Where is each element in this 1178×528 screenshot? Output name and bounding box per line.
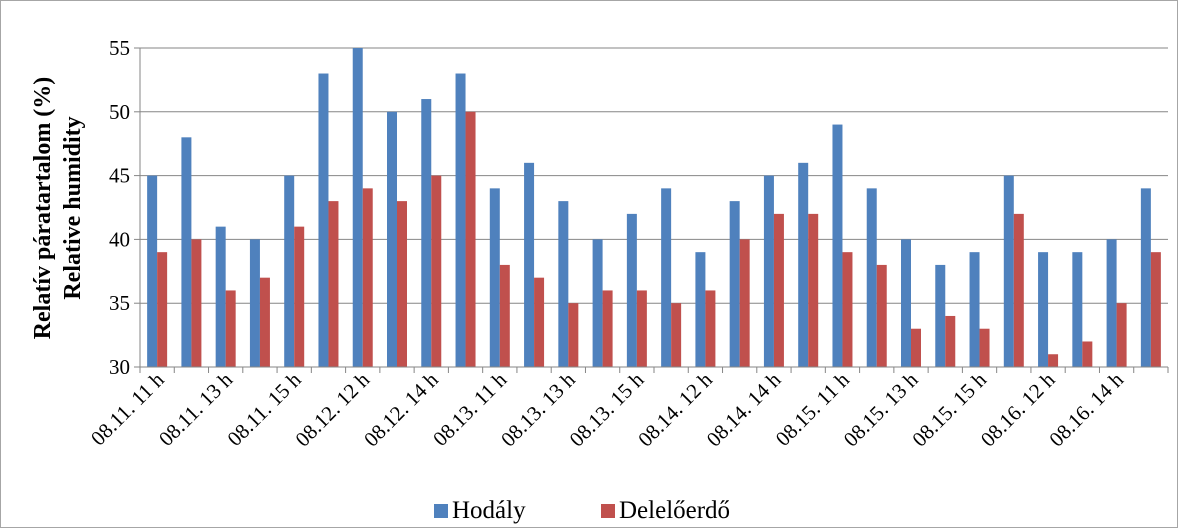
axes [134,47,1169,373]
y-tick-label: 35 [109,291,130,315]
x-tick-label: 08.14. 14 h [702,367,786,451]
bar-deleloerdo [808,213,819,367]
x-tick-label: 08.16. 14 h [1044,367,1128,451]
bar-deleloerdo [1048,354,1059,367]
bar-deleloerdo [671,303,682,367]
bar-deleloerdo [465,111,476,367]
bar-hodaly [1003,175,1014,367]
y-axis-label-line1: Relatív páratartalom (%) [30,77,56,340]
bar-hodaly [729,201,740,367]
bar-hodaly [421,99,432,367]
bar-hodaly [798,162,809,367]
bar-hodaly [1106,239,1117,367]
bar-hodaly [284,175,295,367]
bar-deleloerdo [1013,213,1024,367]
bar-hodaly [626,213,637,367]
y-axis-label-line2: Relative humidity [60,116,86,299]
bar-hodaly [901,239,911,367]
bar-hodaly [832,124,843,367]
y-tick-label: 50 [109,100,130,124]
bar-hodaly [935,264,946,367]
bar-deleloerdo [191,239,202,367]
bar-hodaly [181,137,192,367]
bar-hodaly [455,73,466,368]
bar-hodaly [215,226,226,367]
bar-deleloerdo [1150,252,1161,367]
bar-hodaly [318,73,329,368]
bar-hodaly [147,175,158,367]
bar-deleloerdo [773,213,784,367]
bar-deleloerdo [431,175,442,367]
bar-hodaly [249,239,260,367]
bar-deleloerdo [568,303,579,367]
x-tick-label: 08.12. 14 h [359,367,443,451]
x-tick-labels: 08.11. 11 h08.11. 13 h08.11. 15 h08.12. … [86,367,1129,451]
bar-deleloerdo [1082,341,1093,367]
bar-deleloerdo [259,277,270,367]
bar-deleloerdo [1116,303,1127,367]
bar-deleloerdo [705,290,716,367]
bar-deleloerdo [911,328,921,367]
legend: Hodály Delelőerdő [434,497,730,524]
bar-deleloerdo [294,226,305,367]
grid-lines [140,47,1168,304]
bar-deleloerdo [534,277,545,367]
bar-hodaly [592,239,603,367]
y-tick-label: 55 [109,36,130,60]
bar-hodaly [763,175,774,367]
bar-hodaly [969,252,980,367]
bar-hodaly [1072,252,1083,367]
y-tick-label: 45 [109,164,130,188]
bar-deleloerdo [979,328,990,367]
bar-hodaly [1140,188,1151,367]
y-tick-label: 30 [109,355,130,379]
legend-label-hodaly: Hodály [452,497,526,524]
x-tick-label: 08.11. 13 h [154,367,238,451]
bar-hodaly [695,252,706,367]
legend-label-deleloerdo: Delelőerdő [619,497,730,524]
bar-hodaly [558,201,569,367]
y-tick-label: 40 [109,227,130,251]
bar-hodaly [387,111,397,367]
bar-deleloerdo [876,264,887,367]
bar-deleloerdo [602,290,613,367]
bar-deleloerdo [499,264,510,367]
bar-hodaly [661,188,672,367]
bar-deleloerdo [362,188,373,367]
bar-deleloerdo [157,252,168,367]
bar-hodaly [524,162,535,367]
bar-hodaly [352,48,363,367]
legend-swatch-deleloerdo [601,504,615,518]
bar-deleloerdo [842,252,853,367]
bar-hodaly [1038,252,1049,367]
bars [147,48,1161,368]
y-tick-labels: 30 35 40 45 50 55 [109,36,130,379]
bar-deleloerdo [739,239,750,367]
bar-hodaly [866,188,877,367]
bar-hodaly [489,188,500,367]
legend-swatch-hodaly [434,504,448,518]
bar-deleloerdo [636,290,647,367]
bar-deleloerdo [328,201,339,367]
bar-deleloerdo [397,201,407,367]
bar-deleloerdo [225,290,236,367]
bar-deleloerdo [945,315,956,367]
